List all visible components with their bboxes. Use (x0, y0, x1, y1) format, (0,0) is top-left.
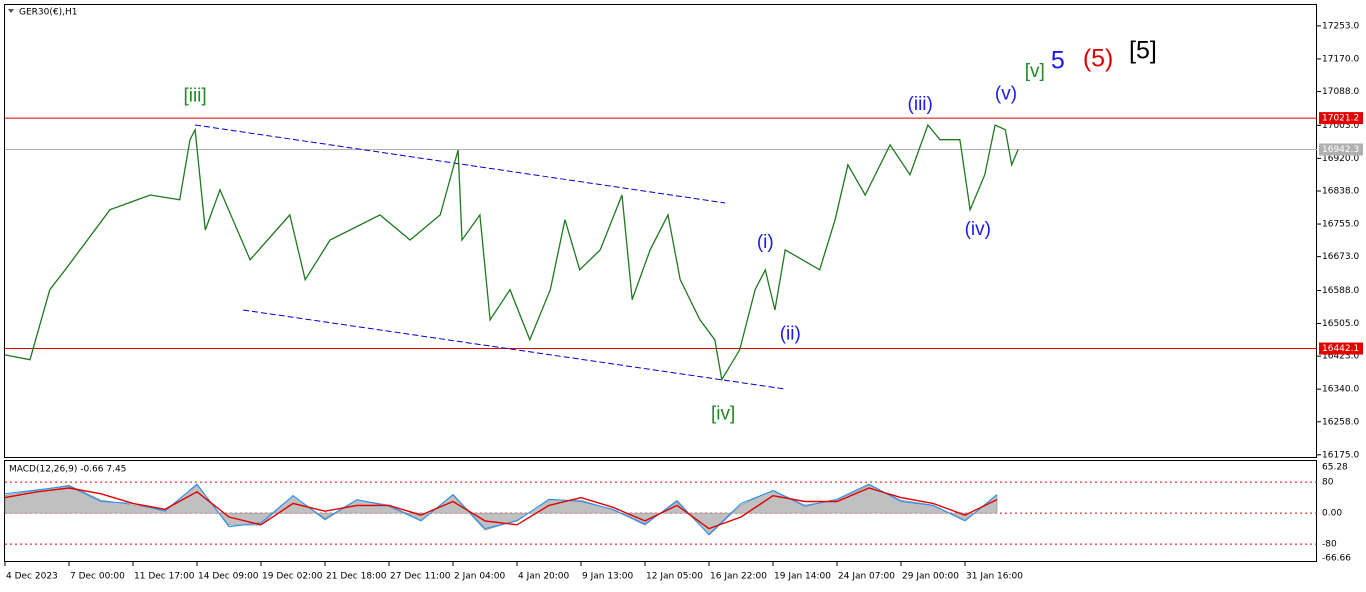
wave-label: [5] (1129, 36, 1157, 64)
wave-label: (v) (995, 84, 1017, 105)
wave-label: (i) (757, 232, 774, 253)
x-tick-label: 19 Dec 02:00 (262, 572, 323, 582)
y-tick-label: 16258.0 (1322, 417, 1359, 427)
wave-label: (ii) (780, 324, 801, 345)
y-tick-label: 17253.0 (1322, 21, 1359, 31)
y-tick-label: 16340.0 (1322, 385, 1359, 395)
y-tick-label: 0.00 (1322, 509, 1342, 519)
wave-label: [v] (1025, 61, 1045, 82)
y-tick-label: 17003.0 (1322, 121, 1359, 131)
macd-top-label: 65.28 (1322, 463, 1348, 473)
wave-label: [iv] (711, 404, 735, 425)
level-label: 16442.1 (1322, 344, 1359, 354)
level-label: 16942.3 (1322, 145, 1359, 155)
macd-signal (4, 487, 998, 530)
level-label-box (1319, 112, 1363, 125)
x-tick-label: 4 Dec 2023 (6, 572, 58, 582)
level-label: 17021.2 (1322, 114, 1359, 124)
level-label-box (1319, 143, 1363, 156)
y-tick-label: 80 (1322, 478, 1334, 488)
x-tick-label: 19 Jan 14:00 (774, 572, 831, 582)
price-panel (4, 4, 1317, 458)
wave-label: 5 (1051, 46, 1065, 74)
wave-label: [iii] (183, 86, 206, 107)
y-tick-label: 17088.0 (1322, 87, 1359, 97)
x-tick-label: 7 Dec 00:00 (70, 572, 125, 582)
y-tick-label: 17170.0 (1322, 54, 1359, 64)
y-tick-label: 16175.0 (1322, 450, 1359, 460)
x-tick-label: 29 Jan 00:00 (902, 572, 959, 582)
wave-label: (iv) (965, 219, 991, 240)
x-tick-label: 12 Jan 05:00 (646, 572, 703, 582)
trend-line (195, 124, 726, 204)
y-tick-label: 16920.0 (1322, 154, 1359, 164)
y-tick-label: 16673.0 (1322, 252, 1359, 262)
x-tick-label: 9 Jan 13:00 (582, 572, 634, 582)
y-tick-label: 16588.0 (1322, 286, 1359, 296)
x-tick-label: 21 Dec 18:00 (326, 572, 387, 582)
x-tick-label: 2 Jan 04:00 (454, 572, 506, 582)
x-tick-label: 27 Dec 11:00 (390, 572, 451, 582)
wave-label: (iii) (908, 94, 933, 115)
y-tick-label: 16755.0 (1322, 220, 1359, 230)
wave-label: (5) (1083, 44, 1114, 72)
trend-line (243, 309, 784, 390)
x-tick-label: 11 Dec 17:00 (134, 572, 195, 582)
macd-title: MACD(12,26,9) -0.66 7.45 (9, 465, 126, 475)
y-tick-label: 16423.0 (1322, 352, 1359, 362)
x-tick-label: 24 Jan 07:00 (838, 572, 895, 582)
x-tick-label: 16 Jan 22:00 (710, 572, 767, 582)
title-arrow (8, 9, 14, 13)
y-tick-label: -80 (1322, 540, 1337, 550)
y-tick-label: 16505.0 (1322, 319, 1359, 329)
macd-panel (4, 460, 1317, 562)
x-tick-label: 31 Jan 16:00 (966, 572, 1023, 582)
x-tick-label: 14 Dec 09:00 (198, 572, 259, 582)
y-tick-label: 16838.0 (1322, 187, 1359, 197)
level-label-box (1319, 342, 1363, 355)
macd-bottom-label: -66.66 (1322, 554, 1351, 564)
chart-title: GER30(€),H1 (19, 8, 77, 18)
price-line (4, 123, 1019, 382)
x-tick-label: 4 Jan 20:00 (518, 572, 570, 582)
